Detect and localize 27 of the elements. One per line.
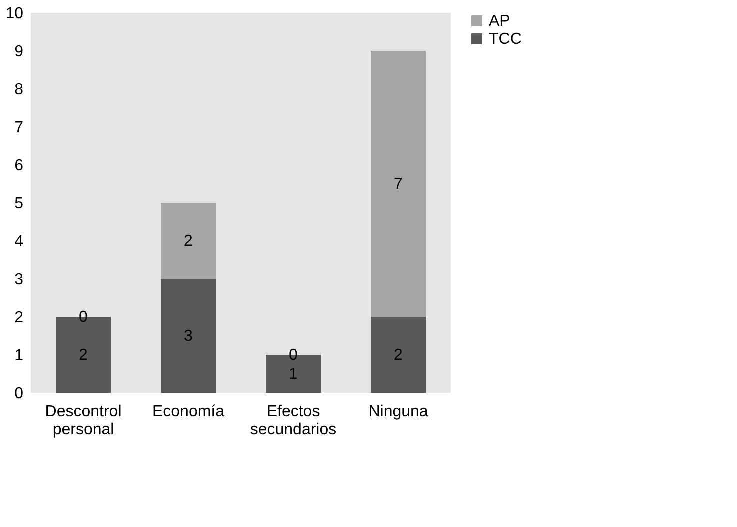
y-tick-label: 0	[14, 386, 24, 402]
y-tick-label: 1	[14, 348, 24, 364]
bar	[161, 203, 216, 279]
data-label: 1	[289, 366, 298, 383]
data-label: 2	[79, 347, 88, 364]
y-tick-label: 4	[14, 234, 24, 250]
y-tick-label: 5	[14, 196, 24, 212]
x-tick-label: Descontrol personal	[45, 404, 122, 438]
bar	[371, 51, 426, 317]
y-tick-label: 7	[14, 120, 24, 136]
y-tick-label: 10	[6, 6, 24, 22]
x-tick-label: Efectos secundarios	[250, 404, 337, 438]
y-tick-label: 2	[14, 310, 24, 326]
x-tick-label: Economía	[152, 404, 225, 420]
bar	[371, 317, 426, 393]
legend-label: AP	[489, 13, 510, 30]
legend-label: TCC	[489, 31, 522, 48]
data-label: 2	[394, 347, 404, 364]
data-label: 7	[394, 176, 404, 193]
bar	[161, 279, 216, 393]
y-tick-label: 9	[14, 44, 24, 60]
y-tick-label: 6	[14, 158, 24, 174]
data-label: 2	[184, 233, 194, 250]
x-tick-label: Ninguna	[368, 404, 428, 420]
data-label: 3	[184, 328, 194, 345]
y-tick-label: 3	[14, 272, 24, 288]
y-tick-label: 8	[14, 82, 24, 98]
